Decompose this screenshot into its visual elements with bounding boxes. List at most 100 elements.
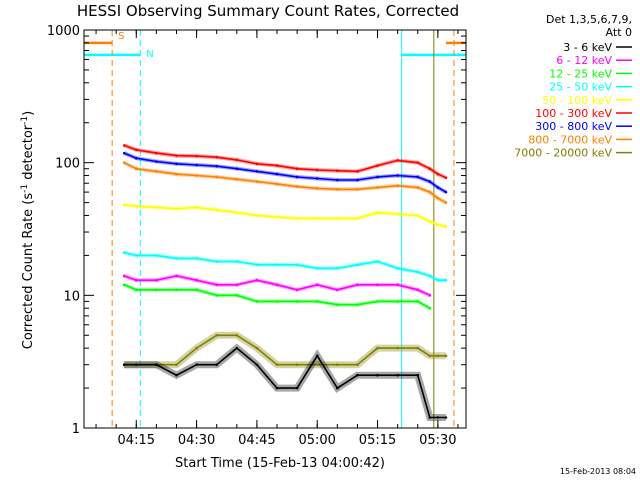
point-0-18 bbox=[444, 416, 448, 419]
point-3-8 bbox=[275, 263, 279, 267]
point-4-18 bbox=[444, 225, 448, 228]
point-8-3 bbox=[175, 363, 178, 367]
x-axis: 04:15 04:30 04:45 05:00 05:15 05:30 bbox=[95, 30, 459, 448]
legend-header-line-1: Det 1,3,5,6,7,9, bbox=[546, 13, 632, 26]
point-8-6 bbox=[235, 333, 239, 337]
point-0-13 bbox=[376, 373, 379, 377]
point-0-10 bbox=[315, 354, 319, 358]
y-axis-label: Corrected Count Rate (s-1 detector-1) bbox=[20, 111, 36, 349]
point-0-9 bbox=[295, 386, 299, 390]
point-7-2 bbox=[155, 170, 158, 173]
point-7-15 bbox=[416, 186, 420, 189]
point-7-17 bbox=[436, 196, 440, 200]
point-2-12 bbox=[356, 303, 359, 306]
point-3-14 bbox=[396, 266, 399, 270]
point-3-5 bbox=[215, 260, 218, 263]
point-3-18 bbox=[444, 278, 448, 282]
point-1-6 bbox=[235, 283, 239, 287]
point-3-9 bbox=[295, 263, 299, 267]
point-6-12 bbox=[356, 178, 359, 182]
legend-entry-3: 25 - 50 keV bbox=[549, 81, 612, 94]
point-7-16 bbox=[428, 190, 432, 194]
point-2-3 bbox=[175, 288, 178, 292]
x-tick-label-2: 04:45 bbox=[238, 433, 275, 448]
point-8-18 bbox=[444, 354, 448, 358]
point-1-14 bbox=[396, 283, 399, 287]
point-6-3 bbox=[175, 162, 178, 166]
y-tick-label-2: 100 bbox=[55, 157, 80, 172]
x-tick-label-1: 04:30 bbox=[178, 433, 215, 448]
point-4-1 bbox=[134, 204, 138, 208]
point-4-9 bbox=[295, 217, 299, 220]
point-0-4 bbox=[195, 363, 198, 367]
point-5-5 bbox=[215, 155, 218, 159]
point-8-4 bbox=[195, 346, 198, 350]
legend-entry-2: 12 - 25 keV bbox=[549, 67, 612, 80]
point-3-2 bbox=[155, 254, 158, 257]
x-tick-label-3: 05:00 bbox=[298, 433, 335, 448]
point-1-9 bbox=[295, 288, 299, 292]
point-4-0 bbox=[122, 203, 126, 207]
point-3-13 bbox=[376, 260, 379, 263]
point-2-14 bbox=[396, 300, 399, 303]
point-6-14 bbox=[396, 174, 399, 177]
point-5-2 bbox=[155, 151, 158, 155]
legend-entry-6: 300 - 800 keV bbox=[535, 120, 612, 133]
point-2-11 bbox=[336, 303, 339, 306]
point-0-12 bbox=[356, 373, 359, 377]
point-8-7 bbox=[255, 346, 259, 350]
point-3-6 bbox=[235, 260, 239, 263]
series-line-0 bbox=[124, 347, 446, 419]
point-5-10 bbox=[315, 168, 319, 172]
point-3-4 bbox=[195, 257, 198, 260]
point-1-0 bbox=[122, 274, 126, 278]
point-7-1 bbox=[134, 167, 138, 171]
legend-entry-8: 7000 - 20000 keV bbox=[514, 147, 612, 160]
point-7-14 bbox=[396, 184, 399, 188]
point-4-16 bbox=[428, 220, 432, 223]
point-0-6 bbox=[235, 346, 239, 350]
point-2-7 bbox=[255, 300, 259, 303]
point-1-15 bbox=[416, 288, 420, 292]
point-3-15 bbox=[416, 270, 420, 274]
point-6-17 bbox=[436, 186, 440, 189]
point-4-5 bbox=[215, 208, 218, 212]
point-5-7 bbox=[255, 162, 259, 166]
point-2-8 bbox=[275, 300, 279, 303]
plot-area: SN bbox=[84, 30, 466, 428]
point-7-13 bbox=[376, 186, 379, 189]
point-4-7 bbox=[255, 214, 259, 217]
point-6-15 bbox=[416, 175, 420, 179]
legend-entry-0: 3 - 6 keV bbox=[563, 41, 612, 54]
plot-frame bbox=[83, 29, 467, 429]
point-2-1 bbox=[134, 288, 138, 292]
point-5-12 bbox=[356, 170, 359, 173]
point-4-8 bbox=[275, 215, 279, 219]
y-tick-label-3: 1000 bbox=[47, 24, 80, 39]
point-6-6 bbox=[235, 167, 239, 171]
point-4-17 bbox=[436, 223, 440, 227]
point-5-16 bbox=[428, 167, 432, 171]
point-6-1 bbox=[134, 156, 138, 160]
point-0-5 bbox=[215, 363, 218, 367]
point-8-12 bbox=[356, 363, 359, 367]
point-6-2 bbox=[155, 160, 158, 163]
point-8-14 bbox=[396, 346, 399, 350]
point-4-6 bbox=[235, 211, 239, 214]
point-4-2 bbox=[155, 206, 158, 209]
point-3-17 bbox=[436, 278, 440, 282]
point-2-5 bbox=[215, 294, 218, 297]
point-0-8 bbox=[275, 386, 279, 390]
point-0-15 bbox=[416, 373, 420, 377]
point-3-11 bbox=[336, 266, 339, 270]
point-6-9 bbox=[295, 175, 299, 179]
point-1-2 bbox=[155, 278, 158, 282]
legend-entry-7: 800 - 7000 keV bbox=[528, 133, 612, 146]
point-3-16 bbox=[428, 274, 432, 278]
point-4-3 bbox=[175, 207, 178, 210]
point-2-15 bbox=[416, 300, 420, 303]
x-axis-label: Start Time (15-Feb-13 04:00:42) bbox=[175, 456, 385, 471]
indicator-label-s: S bbox=[118, 31, 124, 42]
point-5-11 bbox=[336, 169, 339, 172]
